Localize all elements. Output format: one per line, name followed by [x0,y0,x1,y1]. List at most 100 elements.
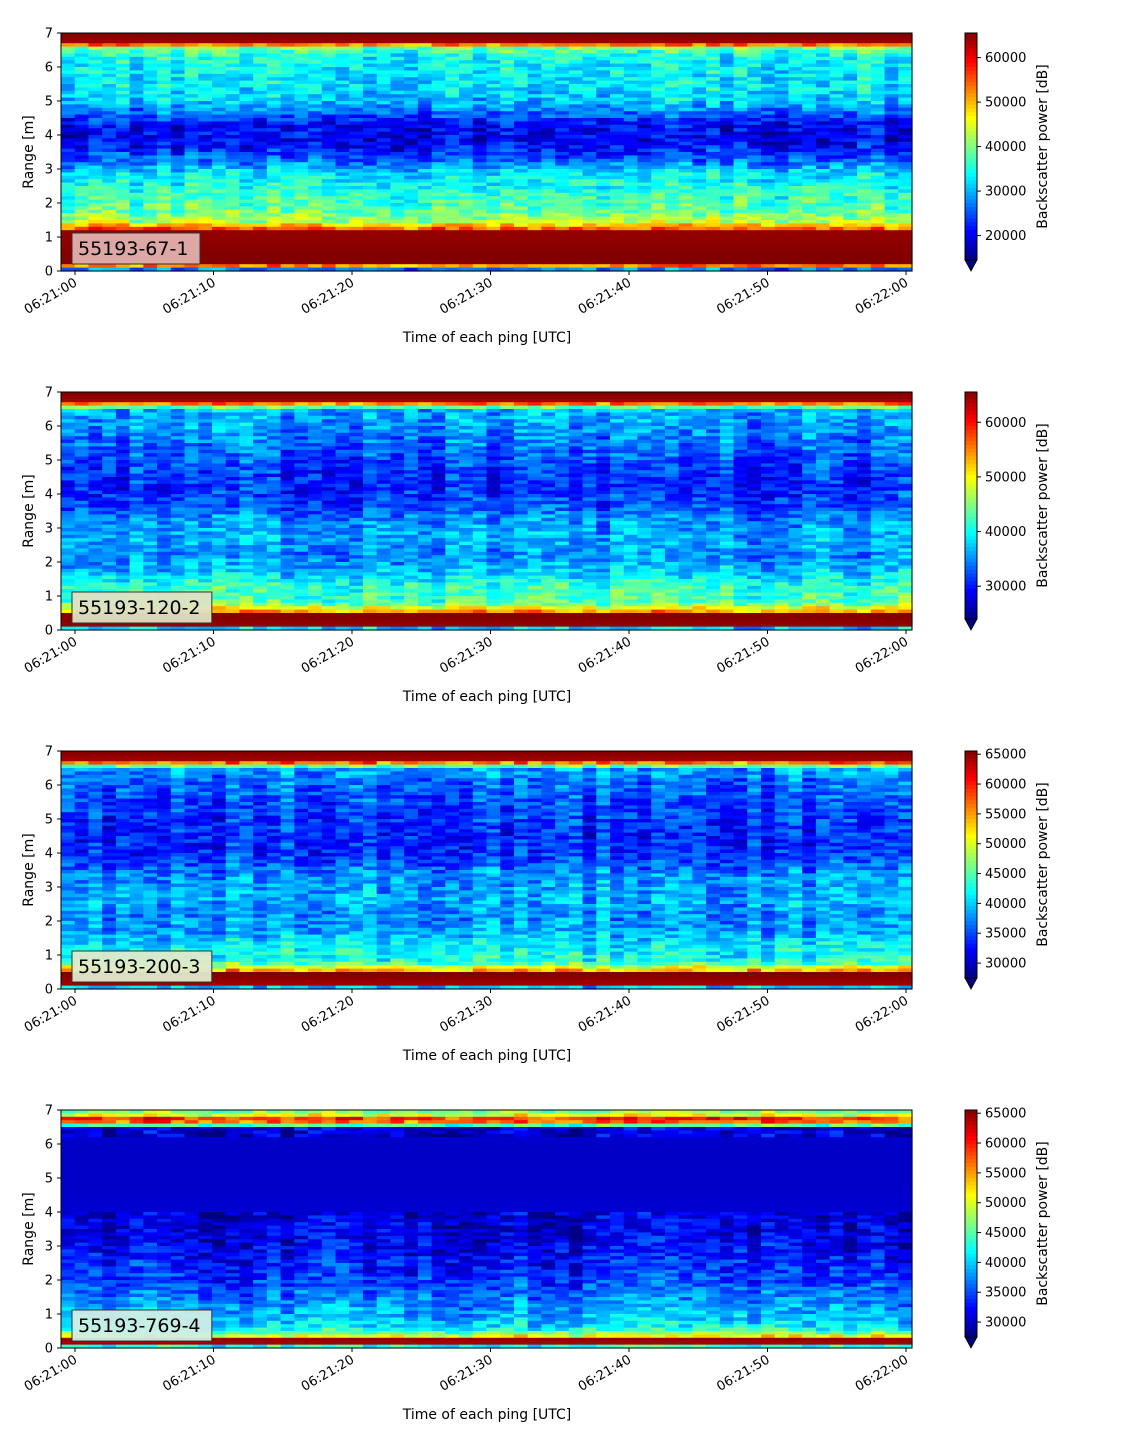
heatmap-cell [610,56,625,61]
heatmap-cell [390,203,405,207]
heatmap-cell [115,463,131,468]
heatmap-cell [898,53,913,58]
heatmap-cell [527,46,543,51]
heatmap-cell [527,84,543,88]
heatmap-cell [678,203,693,207]
heatmap-cell [211,267,227,272]
heatmap-cell [239,84,254,88]
heatmap-cell [706,128,721,133]
heatmap-cell [198,158,213,163]
heatmap-cell [102,456,117,461]
heatmap-cell [170,60,186,65]
heatmap-cell [747,199,762,204]
heatmap-cell [568,60,584,65]
heatmap-cell [157,111,172,116]
heatmap-cell [445,39,460,44]
heatmap-cell [596,175,611,180]
heatmap-cell [610,80,625,85]
heatmap-cell [445,80,460,85]
heatmap-cell [637,148,652,153]
heatmap-cell [500,203,515,207]
heatmap-cell [555,87,570,92]
heatmap-cell [459,206,474,211]
heatmap-cell [815,213,831,218]
heatmap-cell [431,46,446,51]
heatmap-cell [88,189,103,194]
heatmap-cell [706,131,721,136]
heatmap-cell [513,60,529,65]
heatmap-cell [596,94,611,99]
heatmap-cell [582,254,597,258]
heatmap-cell [74,165,90,170]
heatmap-cell [61,240,76,245]
heatmap-cell [761,203,776,207]
heatmap-cell [843,240,858,245]
heatmap-cell [157,395,172,400]
heatmap-cell [472,141,488,146]
heatmap-cell [143,162,158,167]
heatmap-cell [664,257,680,262]
heatmap-cell [568,141,584,146]
heatmap-cell [74,541,90,546]
heatmap-cell [225,114,241,119]
heatmap-cell [884,220,899,224]
heatmap-cell [527,223,543,228]
heatmap-cell [211,196,227,201]
heatmap-cell [102,111,117,116]
heatmap-cell [280,220,295,224]
heatmap-cell [239,254,254,258]
heatmap-cell [61,162,76,167]
heatmap-cell [239,121,254,126]
heatmap-cell [541,53,556,58]
heatmap-cell [774,53,790,58]
heatmap-cell [596,206,611,211]
heatmap-cell [706,145,721,150]
heatmap-cell [170,70,186,75]
heatmap-cell [637,196,652,201]
heatmap-cell [143,439,158,444]
heatmap-cell [870,39,886,44]
heatmap-cell [253,182,268,187]
heatmap-cell [376,267,392,272]
heatmap-cell [61,606,76,611]
heatmap-cell [788,175,803,180]
heatmap-cell [445,111,460,116]
heatmap-cell [61,114,76,119]
heatmap-cell [486,104,501,109]
heatmap-cell [664,77,680,82]
heatmap-cell [486,192,501,197]
heatmap-cell [308,145,323,150]
heatmap-cell [555,230,570,235]
heatmap-cell [61,138,76,143]
heatmap-cell [376,175,392,180]
heatmap-cell [225,158,241,163]
heatmap-cell [294,107,309,112]
heatmap-cell [404,206,419,211]
heatmap-cell [500,158,515,163]
heatmap-cell [102,579,117,583]
heatmap-cell [527,70,543,75]
heatmap-cell [582,172,597,177]
heatmap-cell [843,155,858,160]
heatmap-cell [898,260,913,265]
heatmap-cell [527,196,543,201]
heatmap-cell [102,487,117,492]
heatmap-cell [102,90,117,95]
heatmap-cell [335,209,350,214]
heatmap-cell [761,131,776,136]
heatmap-cell [129,443,144,447]
heatmap-cell [513,240,529,245]
heatmap-cell [184,148,199,153]
heatmap-cell [88,477,103,481]
heatmap-cell [664,56,680,61]
heatmap-cell [115,107,131,112]
heatmap-cell [582,104,597,109]
heatmap-cell [239,260,254,265]
heatmap-cell [706,230,721,235]
heatmap-cell [582,36,597,41]
heatmap-cell [74,575,90,580]
heatmap-cell [692,257,707,262]
heatmap-cell [459,73,474,78]
heatmap-cell [788,43,803,48]
heatmap-cell [61,189,76,194]
